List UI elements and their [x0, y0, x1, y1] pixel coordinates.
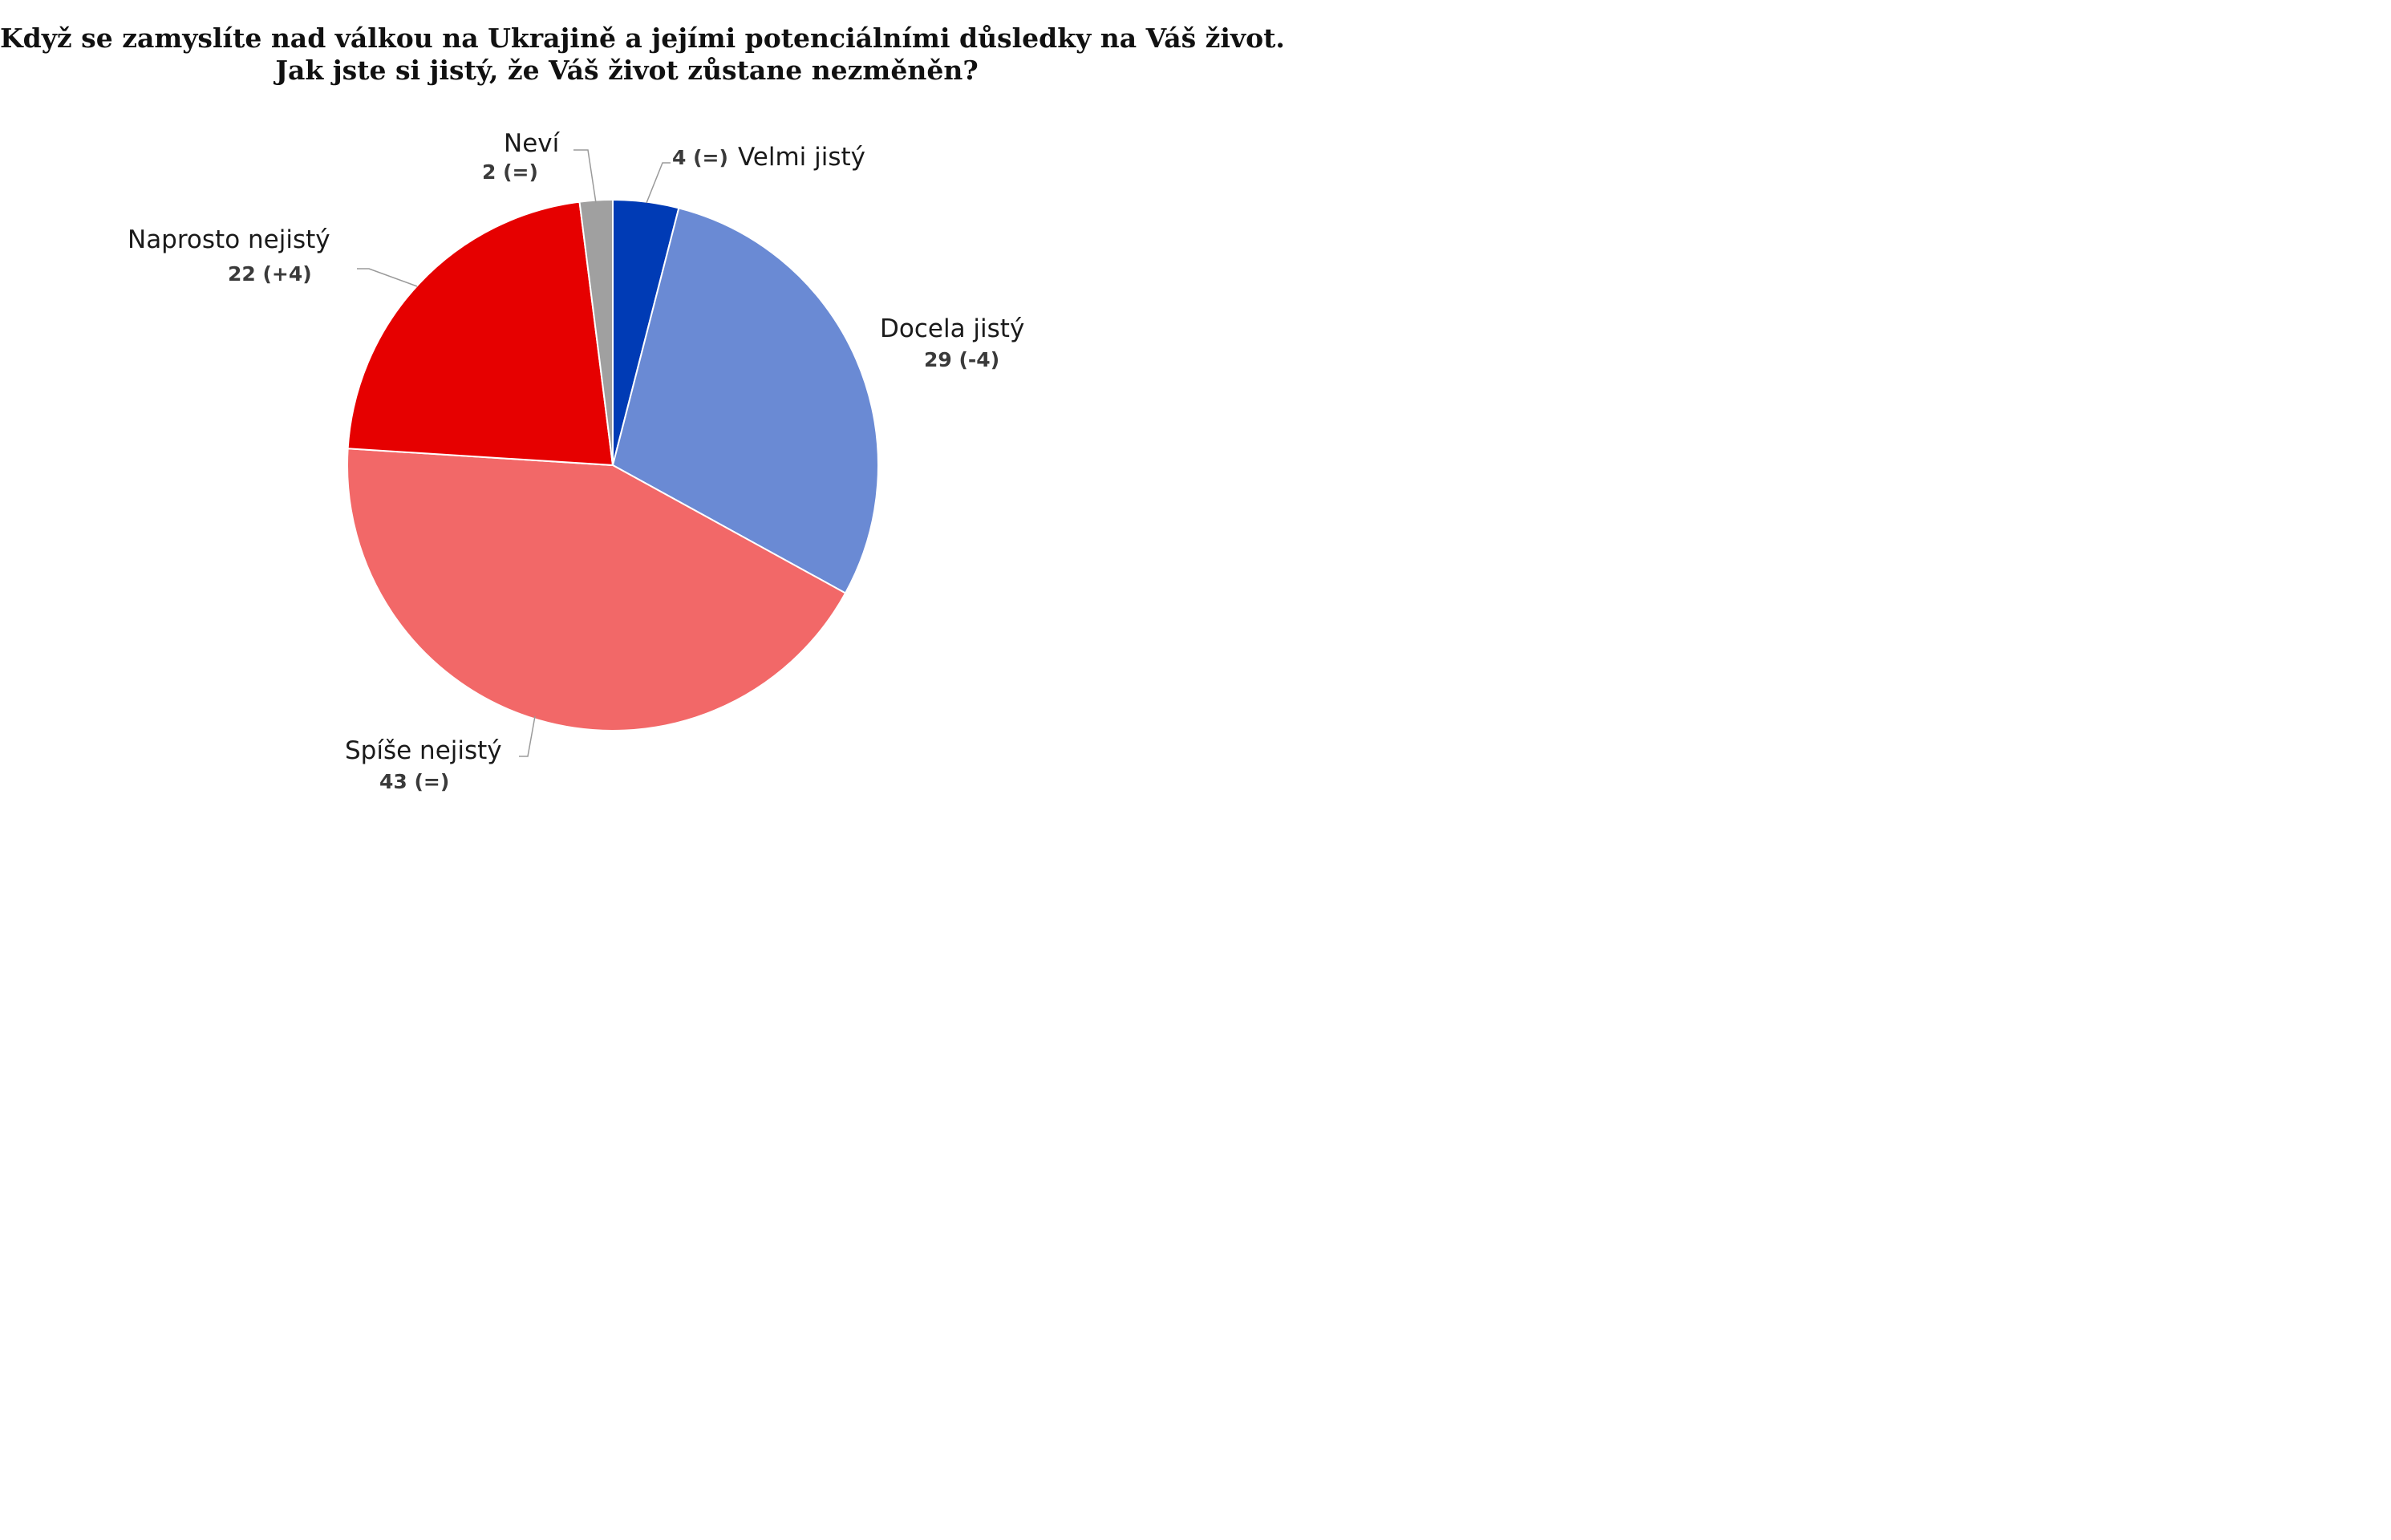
chart-title-line-2: Jak jste si jistý, že Váš život zůstane …	[275, 55, 979, 86]
pie-slices	[346, 198, 880, 732]
slice-name-label-spise-nejisty: Spíše nejistý	[345, 736, 502, 765]
slice-value-label-naprosto-nejisty: 22 (+4)	[228, 262, 312, 286]
slice-name-label-docela-jisty: Docela jistý	[880, 314, 1024, 343]
slice-value-label-nevi: 2 (=)	[482, 160, 538, 184]
pie-slice-naprosto-nejisty	[346, 201, 614, 467]
leader-line-nevi	[573, 149, 597, 204]
leader-lines	[357, 149, 671, 757]
slice-value-label-velmi-jisty: 4 (=)	[672, 146, 728, 169]
leader-line-naprosto-nejisty	[357, 268, 418, 287]
slice-name-label-naprosto-nejisty: Naprosto nejistý	[128, 225, 330, 254]
slice-value-label-spise-nejisty: 43 (=)	[379, 770, 449, 793]
leader-line-spise-nejisty	[519, 715, 536, 757]
pie-chart: 4 (=) Velmi jistý Neví 2 (=) Naprosto ne…	[128, 129, 1024, 793]
leader-line-velmi-jisty	[646, 162, 671, 204]
pie-slice-spise-nejisty	[346, 448, 847, 732]
pie-slice-docela-jisty	[611, 207, 880, 594]
chart-title: Když se zamyslíte nad válkou na Ukrajině…	[0, 22, 1285, 87]
slice-value-label-docela-jisty: 29 (-4)	[924, 348, 999, 371]
slice-name-label-velmi-jisty: Velmi jistý	[738, 143, 865, 172]
chart-title-line-1: Když se zamyslíte nad válkou na Ukrajině…	[0, 22, 1285, 54]
slice-name-label-nevi: Neví	[504, 129, 561, 158]
